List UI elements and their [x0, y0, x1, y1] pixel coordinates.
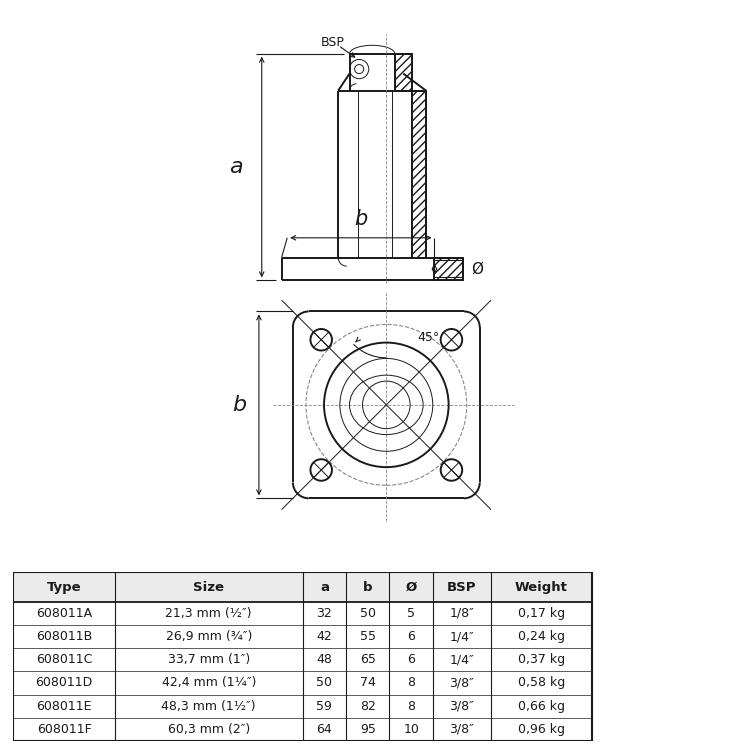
Text: 82: 82	[360, 700, 376, 712]
Text: 5: 5	[407, 607, 416, 620]
Bar	[13, 572, 592, 602]
Text: Size: Size	[194, 580, 224, 593]
Text: 33,7 mm (1″): 33,7 mm (1″)	[167, 653, 250, 666]
Text: 1/8″: 1/8″	[449, 607, 474, 620]
Text: 0,96 kg: 0,96 kg	[518, 723, 565, 736]
Text: 42,4 mm (1¼″): 42,4 mm (1¼″)	[161, 676, 256, 689]
Bar	[394, 54, 412, 91]
Text: a: a	[230, 157, 243, 177]
Text: 42: 42	[316, 630, 332, 643]
Text: 95: 95	[360, 723, 376, 736]
Text: 45°: 45°	[418, 331, 440, 344]
Text: 64: 64	[316, 723, 332, 736]
Text: 6: 6	[407, 653, 415, 666]
Text: 608011D: 608011D	[35, 676, 93, 689]
Text: Type: Type	[46, 580, 82, 593]
Text: 1/4″: 1/4″	[449, 630, 474, 643]
Text: 32: 32	[316, 607, 332, 620]
Text: 74: 74	[360, 676, 376, 689]
Text: b: b	[232, 394, 246, 415]
Text: 3/8″: 3/8″	[449, 723, 474, 736]
Text: 48: 48	[316, 653, 332, 666]
Text: 608011E: 608011E	[36, 700, 92, 712]
Text: 50: 50	[316, 676, 332, 689]
Text: 55: 55	[360, 630, 376, 643]
Text: BSP: BSP	[321, 36, 345, 49]
Text: Ø: Ø	[471, 262, 483, 277]
Text: Weight: Weight	[514, 580, 568, 593]
Text: 50: 50	[360, 607, 376, 620]
Text: 48,3 mm (1½″): 48,3 mm (1½″)	[161, 700, 256, 712]
Text: 608011A: 608011A	[36, 607, 92, 620]
Text: 3/8″: 3/8″	[449, 700, 474, 712]
Text: 59: 59	[316, 700, 332, 712]
Text: 608011C: 608011C	[36, 653, 92, 666]
Text: 10: 10	[404, 723, 419, 736]
Text: BSP: BSP	[447, 580, 476, 593]
Text: 0,17 kg: 0,17 kg	[518, 607, 565, 620]
Text: Ø: Ø	[406, 580, 417, 593]
Text: 0,24 kg: 0,24 kg	[518, 630, 565, 643]
Text: b: b	[363, 580, 373, 593]
Text: b: b	[354, 209, 368, 230]
Text: 0,66 kg: 0,66 kg	[518, 700, 565, 712]
Text: 1/4″: 1/4″	[449, 653, 474, 666]
Text: 0,58 kg: 0,58 kg	[518, 676, 565, 689]
Text: 0,37 kg: 0,37 kg	[518, 653, 565, 666]
Bar	[434, 258, 463, 280]
Text: 608011B: 608011B	[36, 630, 92, 643]
Text: a: a	[320, 580, 329, 593]
Text: 21,3 mm (½″): 21,3 mm (½″)	[166, 607, 252, 620]
Bar	[412, 91, 426, 258]
Text: 26,9 mm (¾″): 26,9 mm (¾″)	[166, 630, 252, 643]
Text: 8: 8	[407, 676, 416, 689]
Text: 3/8″: 3/8″	[449, 676, 474, 689]
Text: 60,3 mm (2″): 60,3 mm (2″)	[167, 723, 250, 736]
Text: 608011F: 608011F	[37, 723, 92, 736]
Text: 6: 6	[407, 630, 415, 643]
Text: 8: 8	[407, 700, 416, 712]
Text: 65: 65	[360, 653, 376, 666]
